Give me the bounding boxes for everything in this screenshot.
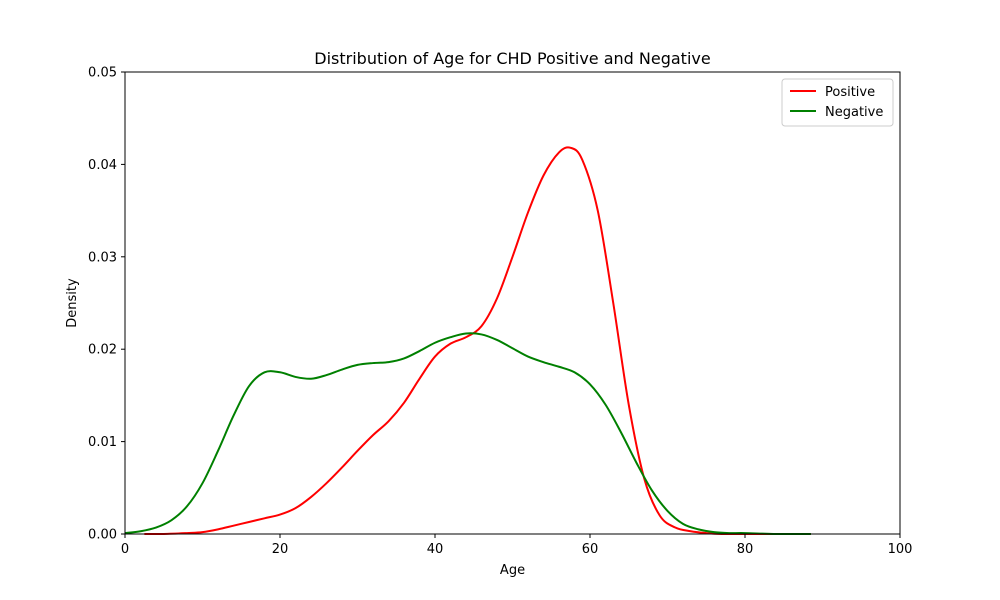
legend-label-positive: Positive [825,85,875,100]
x-tick-label: 40 [427,542,444,557]
x-tick-label: 20 [272,542,289,557]
x-tick-label: 80 [737,542,754,557]
y-axis-ticks: 0.00 0.01 0.02 0.03 0.04 0.05 [88,66,125,543]
series-line-positive [144,146,811,536]
x-tick-label: 60 [582,542,599,557]
x-axis-label: Age [500,563,525,578]
y-axis-label: Density [65,278,80,328]
y-tick-label: 0.02 [88,343,117,358]
y-tick-label: 0.01 [88,435,117,450]
x-tick-label: 100 [888,542,913,557]
y-tick-label: 0.05 [88,66,117,81]
y-tick-label: 0.00 [88,528,117,543]
y-tick-label: 0.04 [88,158,117,173]
series-line-negative [124,332,811,536]
plot-lines [124,146,811,536]
plot-frame [124,71,901,535]
y-tick-label: 0.03 [88,250,117,265]
x-tick-label: 0 [121,542,129,557]
legend: Positive Negative [781,78,894,127]
legend-label-negative: Negative [825,105,883,120]
x-axis-ticks: 0 20 40 60 80 100 [121,534,913,557]
chart-title: Distribution of Age for CHD Positive and… [314,49,710,68]
